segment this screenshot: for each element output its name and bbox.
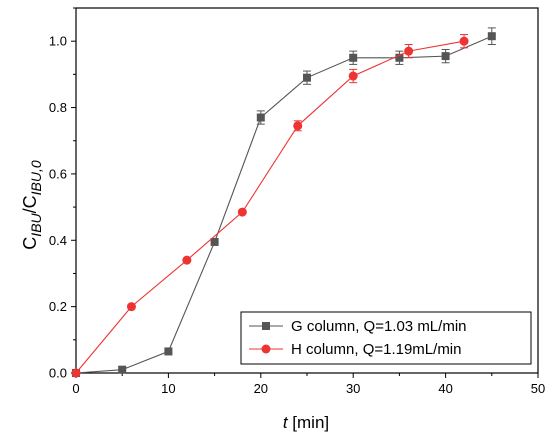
- y-axis-title-base1: C: [20, 237, 40, 250]
- y-axis-title-base2: C: [20, 195, 40, 208]
- y-axis-title-sub2: IBU,0: [28, 160, 44, 195]
- series-line: [75, 35, 493, 374]
- y-tick-label: 0.6: [49, 166, 67, 181]
- series-h-column: [71, 34, 469, 378]
- x-tick-label: 50: [531, 381, 545, 396]
- y-tick-label: 0.8: [49, 100, 67, 115]
- legend-marker: [262, 322, 270, 330]
- data-point: [293, 121, 303, 131]
- data-point: [348, 71, 358, 81]
- series-g-column: [72, 27, 496, 377]
- legend-label: H column, Q=1.19mL/min: [291, 341, 462, 358]
- legend-label: G column, Q=1.03 mL/min: [291, 318, 467, 335]
- y-axis-title: CIBU/CIBU,0: [20, 160, 44, 250]
- legend-box: [240, 311, 532, 365]
- legend-item: G column, Q=1.03 mL/min: [249, 318, 467, 335]
- data-point: [395, 53, 404, 62]
- y-tick-label: 0.0: [49, 366, 67, 381]
- y-axis-title-sub1: IBU: [28, 212, 44, 236]
- y-tick-label: 1.0: [49, 34, 67, 49]
- series-line: [75, 40, 465, 374]
- x-tick-label: 20: [254, 381, 268, 396]
- data-point: [126, 302, 136, 312]
- x-axis-title-italic: t: [283, 413, 289, 432]
- data-point: [71, 368, 81, 378]
- x-axis-title-rest: [min]: [288, 413, 330, 432]
- data-point: [256, 113, 265, 122]
- data-point: [459, 36, 469, 46]
- data-point: [118, 365, 127, 374]
- data-point: [303, 73, 311, 82]
- x-tick-label: 40: [438, 381, 452, 396]
- y-tick-label: 0.4: [49, 233, 67, 248]
- data-point: [487, 32, 496, 41]
- data-point: [210, 237, 219, 246]
- y-tick-label: 0.2: [49, 299, 67, 314]
- data-point: [441, 52, 450, 61]
- x-tick-label: 10: [161, 381, 175, 396]
- series-layer: [71, 27, 496, 378]
- legend-marker: [261, 344, 271, 354]
- data-point: [237, 207, 247, 217]
- y-axis-title-slash: /: [20, 208, 40, 213]
- legend: G column, Q=1.03 mL/min H column, Q=1.19m…: [240, 311, 532, 365]
- data-point: [164, 347, 173, 356]
- data-point: [182, 255, 192, 265]
- x-tick-label: 0: [72, 381, 79, 396]
- data-point: [404, 46, 414, 56]
- axes: 0 10 20 30 40 50 0.0 0.2 0.4 0.6 0.8 1.0: [49, 7, 545, 396]
- x-tick-label: 30: [346, 381, 360, 396]
- data-point: [349, 53, 358, 62]
- legend-item: H column, Q=1.19mL/min: [249, 341, 462, 358]
- x-axis-title: t [min]: [283, 413, 329, 432]
